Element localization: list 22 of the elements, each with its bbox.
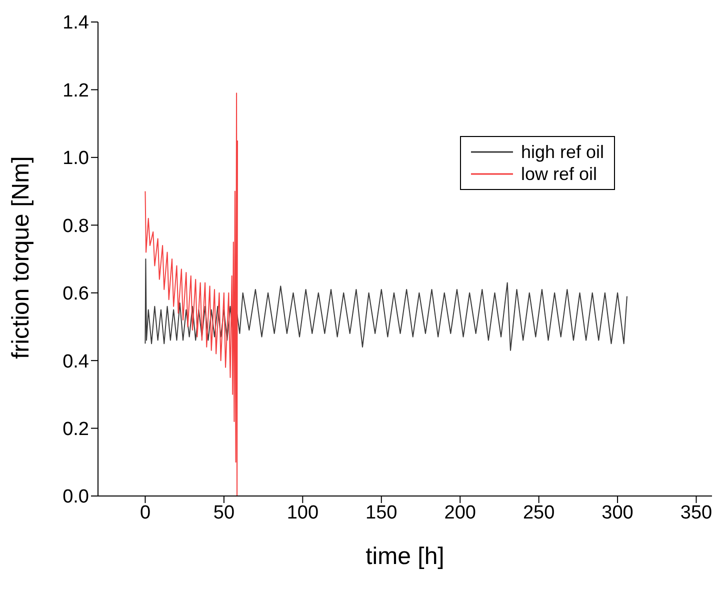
line-series xyxy=(144,92,238,496)
y-tick-label: 0.6 xyxy=(62,284,89,305)
y-tick-label: 0.4 xyxy=(62,351,90,372)
x-tick-label: 50 xyxy=(213,502,235,524)
legend-label: low ref oil xyxy=(521,163,598,185)
x-tick-label: 150 xyxy=(366,502,398,524)
y-tick-label: 1.0 xyxy=(62,148,89,170)
y-tick-label: 1.2 xyxy=(62,80,89,102)
x-tick-label: 100 xyxy=(286,502,319,524)
x-tick-label: 250 xyxy=(522,502,555,524)
y-tick-label: 0.0 xyxy=(62,486,89,508)
legend-label: high ref oil xyxy=(521,141,604,163)
x-tick-label: 0 xyxy=(140,502,151,524)
y-axis-title: friction torque [Nm] xyxy=(8,156,35,359)
y-tick-label: 0.2 xyxy=(62,419,89,440)
x-tick-label: 350 xyxy=(680,502,712,524)
x-tick-label: 200 xyxy=(444,502,476,524)
x-tick-label: 300 xyxy=(602,502,634,524)
y-tick-label: 1.4 xyxy=(62,12,90,34)
y-tick-label: 0.8 xyxy=(62,216,89,237)
line-series xyxy=(144,258,628,351)
x-axis-title: time [h] xyxy=(366,543,444,570)
